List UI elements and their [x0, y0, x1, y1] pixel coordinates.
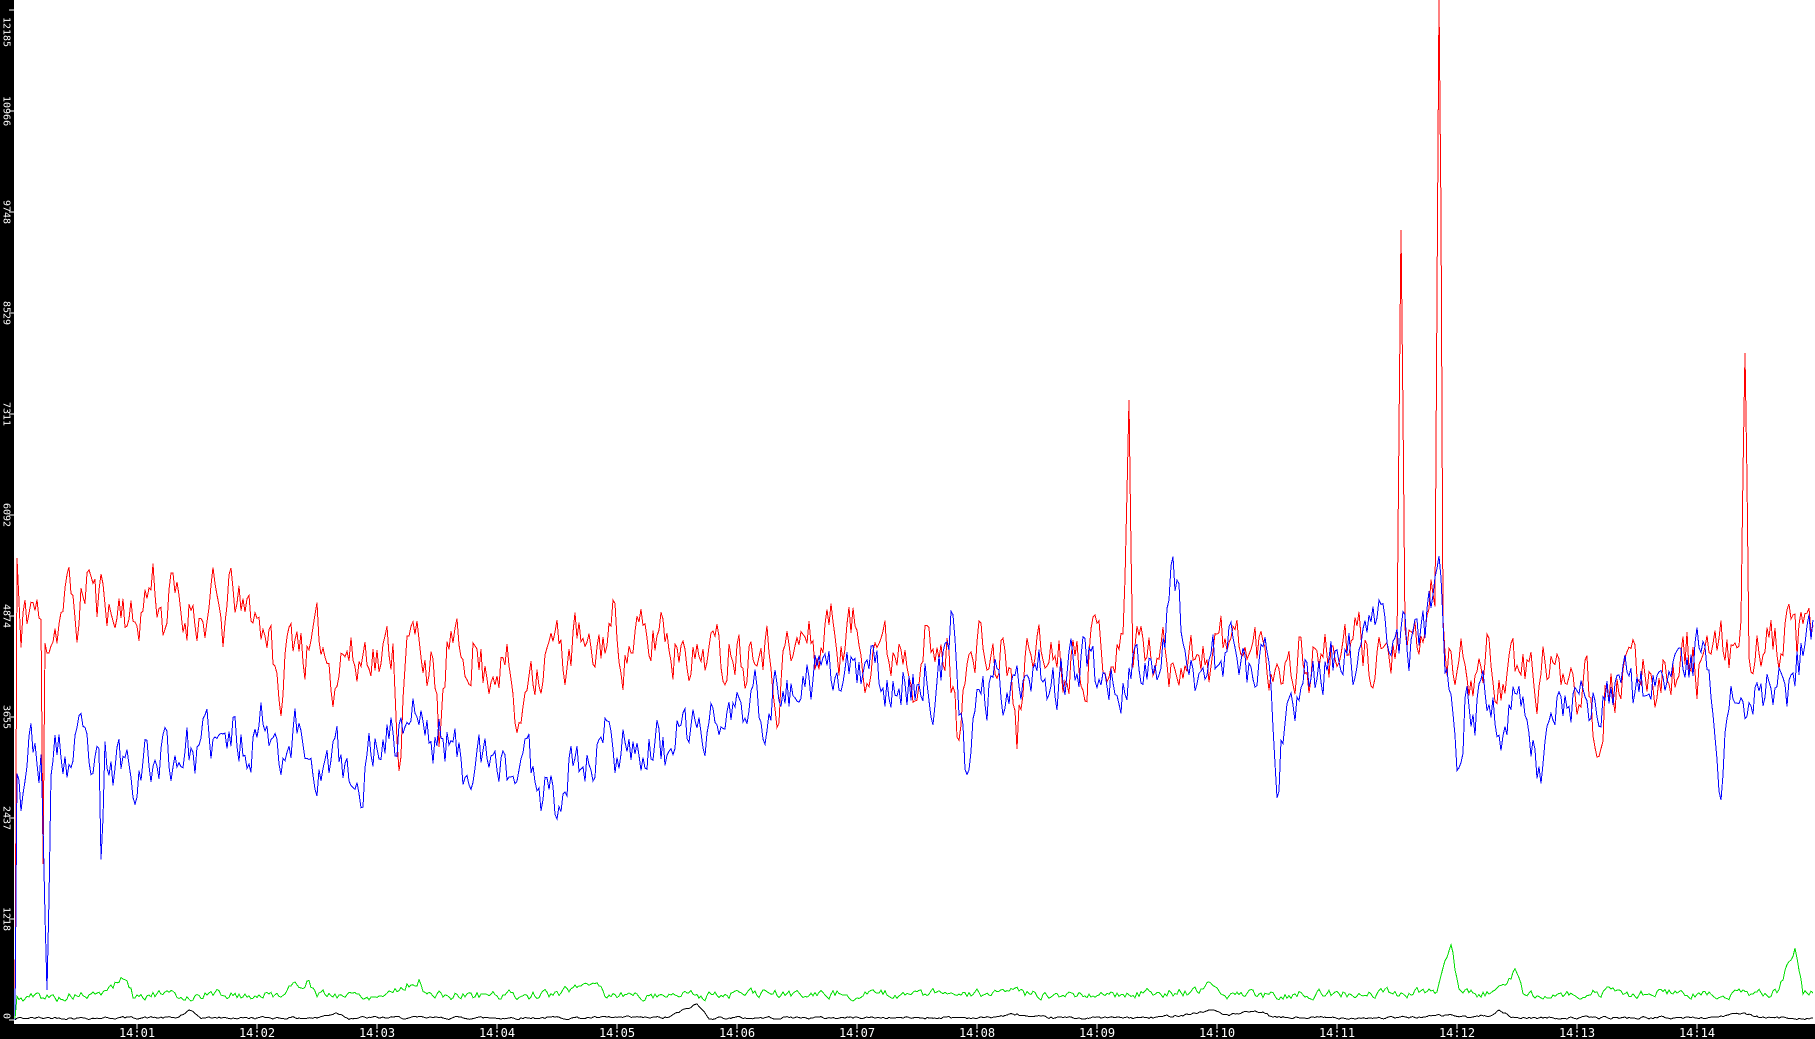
x-axis-band: [0, 1024, 1815, 1039]
x-tick-label: 14:14: [1679, 1026, 1715, 1039]
y-tick-label: 6092: [1, 503, 12, 527]
y-tick-label: 0: [1, 1013, 12, 1019]
series-black-line: [14, 1003, 1814, 1021]
y-tick-label: 10966: [1, 96, 12, 126]
series-red-line: [14, 0, 1814, 1020]
x-tick-label: 14:10: [1199, 1026, 1235, 1039]
x-tick-label: 14:01: [119, 1026, 155, 1039]
x-tick-label: 14:04: [479, 1026, 515, 1039]
series-group: [14, 0, 1814, 1021]
y-axis: 0 1218 2437 3655 4874 6092 7311 8529 9748 10966 12…: [1, 9, 14, 1021]
series-blue-line: [14, 556, 1814, 1021]
x-tick-label: 14:11: [1319, 1026, 1355, 1039]
series-green-line: [14, 942, 1814, 1019]
x-tick-label: 14:06: [719, 1026, 755, 1039]
y-tick-label: 1218: [1, 907, 12, 931]
y-tick-label: 4874: [1, 604, 12, 628]
x-tick-label: 14:05: [599, 1026, 635, 1039]
y-tick-label: 12185: [1, 17, 12, 47]
y-tick-label: 9748: [1, 200, 12, 224]
x-tick-label: 14:13: [1559, 1026, 1595, 1039]
y-axis-band: [0, 0, 14, 1039]
x-tick-label: 14:03: [359, 1026, 395, 1039]
x-tick-label: 14:08: [959, 1026, 995, 1039]
x-tick-label: 14:02: [239, 1026, 275, 1039]
y-tick-label: 3655: [1, 705, 12, 729]
x-axis: 14:01 14:02 14:03 14:04 14:05 14:06 14:07 14:08…: [119, 1024, 1715, 1039]
x-tick-label: 14:12: [1439, 1026, 1475, 1039]
x-tick-label: 14:07: [839, 1026, 875, 1039]
y-tick-label: 2437: [1, 806, 12, 830]
y-tick-label: 8529: [1, 301, 12, 325]
y-tick-label: 7311: [1, 402, 12, 426]
x-tick-label: 14:09: [1079, 1026, 1115, 1039]
